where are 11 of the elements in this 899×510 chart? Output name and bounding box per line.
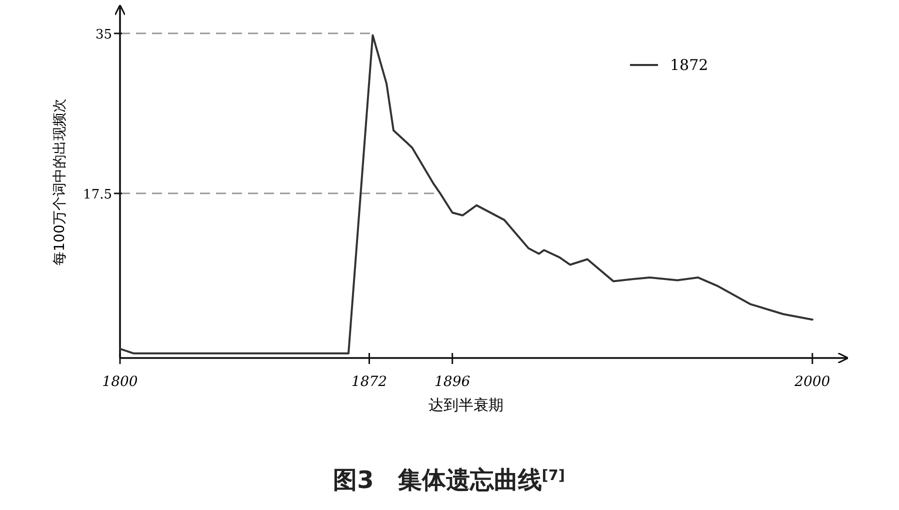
legend-label: 1872 xyxy=(670,56,708,74)
x-tick-label: 2000 xyxy=(794,374,830,390)
line-series xyxy=(119,34,814,354)
x-tick-label: 1896 xyxy=(434,374,470,390)
x-axis-title: 达到半衰期 xyxy=(428,396,504,414)
x-tick-label: 1872 xyxy=(351,374,388,390)
x-tick-label: 1800 xyxy=(102,374,138,390)
y-tick-label: 17.5 xyxy=(83,187,112,202)
y-tick-label: 35 xyxy=(95,27,112,42)
y-axis-title: 每100万个词中的出现频次 xyxy=(52,98,68,266)
text: 图3 集体遗忘曲线$^{[7]}$ xyxy=(333,466,565,494)
